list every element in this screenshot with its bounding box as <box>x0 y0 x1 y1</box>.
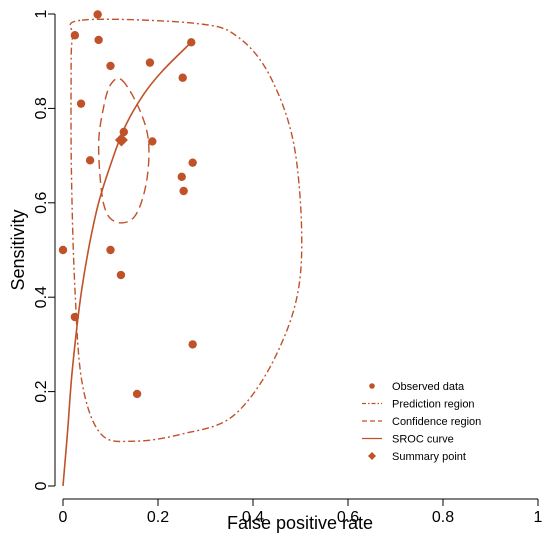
sroc-curve-line <box>62 41 192 487</box>
observed-data-points <box>58 10 197 399</box>
observed-data-point <box>188 158 197 167</box>
y-tick-label: 0 <box>33 481 50 490</box>
legend-item-confidence: Confidence region <box>362 416 481 428</box>
x-tick-label: 0.2 <box>147 509 169 526</box>
observed-data-point <box>106 61 115 71</box>
summary-point-marker <box>114 133 128 147</box>
y-tick-label: 0.6 <box>33 192 50 214</box>
plot-area <box>58 10 303 487</box>
observed-data-point <box>188 340 197 349</box>
legend: Observed data Prediction region Confidence… <box>362 381 481 463</box>
legend-label: Prediction region <box>392 399 475 411</box>
summary-point-group <box>114 133 128 147</box>
observed-data-point <box>93 10 102 19</box>
y-tick-label: 0.8 <box>33 97 50 119</box>
y-tick-label: 0.4 <box>33 286 50 308</box>
observed-data-point <box>148 137 157 146</box>
observed-data-point <box>106 245 115 255</box>
prediction-region-line <box>69 18 303 443</box>
x-tick-label: 1 <box>534 509 543 526</box>
x-axis-title: False positive rate <box>227 513 373 533</box>
legend-label: Observed data <box>392 381 465 393</box>
observed-data-point <box>85 156 95 165</box>
legend-item-summary: Summary point <box>368 451 466 463</box>
y-axis-ticks: 0 0.2 0.4 0.6 0.8 1 <box>33 9 55 490</box>
y-tick-label: 1 <box>33 9 50 18</box>
x-tick-label: 0.6 <box>337 509 359 526</box>
x-tick-label: 0.8 <box>432 509 454 526</box>
observed-data-point <box>187 38 196 47</box>
observed-data-point <box>94 35 103 45</box>
observed-data-point <box>70 31 80 40</box>
observed-data-point <box>76 99 86 108</box>
observed-data-point <box>177 172 186 182</box>
y-tick-label: 0.2 <box>33 380 50 402</box>
x-tick-label: 0.4 <box>242 509 264 526</box>
observed-data-point <box>132 389 142 399</box>
observed-data-point <box>145 58 155 67</box>
confidence-region-line <box>97 77 150 224</box>
legend-label: Summary point <box>392 451 466 463</box>
observed-data-point <box>58 245 68 255</box>
legend-item-sroc: SROC curve <box>362 434 454 446</box>
legend-label: Confidence region <box>392 416 481 428</box>
legend-marker-diamond <box>368 452 376 460</box>
observed-data-point <box>178 73 187 82</box>
y-axis-title: Sensitivity <box>8 209 28 290</box>
observed-data-point <box>116 270 126 280</box>
legend-label: SROC curve <box>392 434 454 446</box>
legend-item-prediction: Prediction region <box>362 399 475 411</box>
legend-item-observed: Observed data <box>369 381 465 393</box>
legend-marker-dot <box>369 383 375 389</box>
x-tick-label: 0 <box>59 509 68 526</box>
observed-data-point <box>70 312 80 322</box>
x-axis-ticks: 0 0.2 0.4 0.6 0.8 1 <box>59 499 543 526</box>
observed-data-point <box>179 186 188 196</box>
axes <box>54 14 538 500</box>
